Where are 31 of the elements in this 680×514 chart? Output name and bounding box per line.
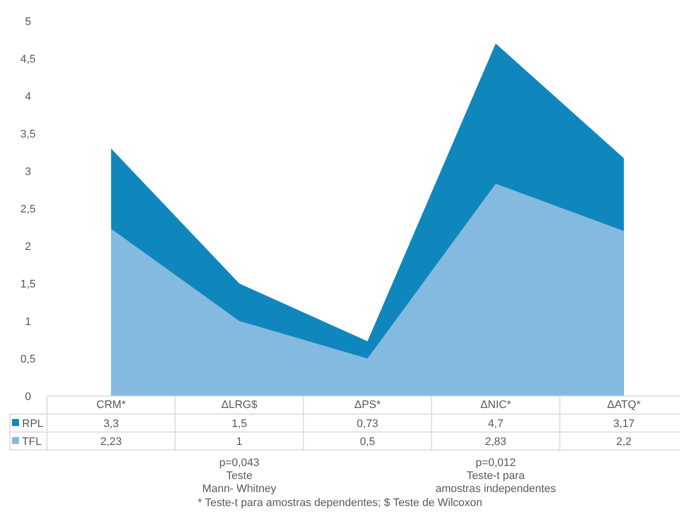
data-label: 3,3 xyxy=(103,418,119,430)
x-tick-label: ΔPS* xyxy=(354,399,382,411)
y-tick-label: 0,5 xyxy=(20,353,36,366)
data-label: 0,5 xyxy=(360,436,376,448)
data-label: 2,83 xyxy=(484,436,506,448)
y-tick-label: 3,5 xyxy=(20,128,36,140)
data-label: 1 xyxy=(236,436,242,448)
y-tick-label: 1 xyxy=(24,316,32,328)
legend-label: TFL xyxy=(22,436,42,448)
data-label: 0,73 xyxy=(356,418,378,430)
legend-label: RPL xyxy=(22,418,44,430)
y-tick-label: 3 xyxy=(24,166,32,178)
data-label: 4,7 xyxy=(488,418,504,430)
y-tick-label: 0 xyxy=(24,390,32,403)
y-tick-label: 2 xyxy=(24,240,32,253)
x-tick-label: CRM* xyxy=(96,399,126,411)
y-tick-label: 4,5 xyxy=(20,53,36,66)
y-tick-label: 4 xyxy=(24,90,32,103)
x-tick-label: ΔLRG$ xyxy=(221,399,258,411)
data-label: 1,5 xyxy=(232,418,247,430)
data-label: 3,17 xyxy=(613,418,635,430)
y-tick-label: 1,5 xyxy=(20,278,36,290)
x-tick-label: ΔATQ* xyxy=(607,399,642,411)
data-label: 2,23 xyxy=(100,436,122,448)
y-tick-label: 2,5 xyxy=(20,203,36,216)
y-tick-label: 5 xyxy=(24,16,32,28)
text: p=0,043 Teste Mann- Whitney xyxy=(202,457,277,495)
data-label: 2,2 xyxy=(616,436,632,448)
text: p=0,012 Teste-t para amostras independentes xyxy=(435,457,556,495)
text: * Teste-t para amostras dependentes; $ Teste de Wilcoxon xyxy=(198,497,482,509)
x-tick-label: ΔNIC* xyxy=(480,399,512,411)
